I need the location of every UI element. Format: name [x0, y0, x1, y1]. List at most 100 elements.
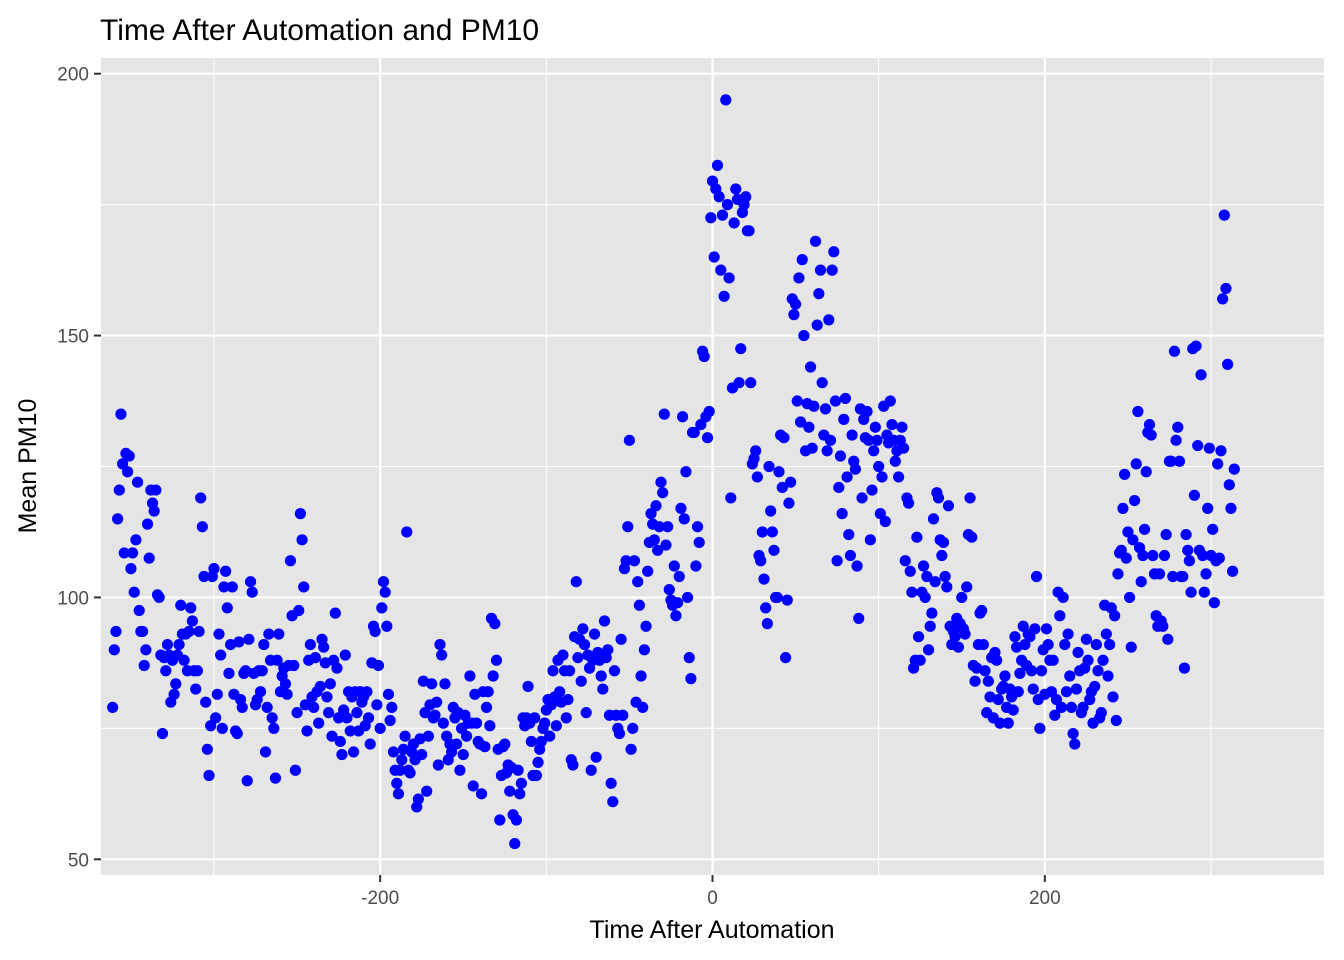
data-point	[211, 688, 223, 700]
data-point	[381, 620, 393, 632]
data-point	[254, 686, 267, 698]
data-point	[470, 717, 483, 729]
data-point	[897, 442, 910, 454]
data-point	[884, 395, 896, 407]
data-point	[173, 638, 185, 651]
data-point	[150, 484, 162, 496]
data-point	[652, 544, 664, 556]
data-point	[740, 191, 752, 203]
data-point	[256, 665, 268, 677]
data-point	[512, 764, 524, 776]
data-point	[1145, 429, 1157, 441]
data-point	[1102, 670, 1114, 682]
data-point	[1223, 479, 1235, 491]
data-point	[271, 654, 283, 666]
data-point	[873, 460, 885, 473]
data-point	[1040, 623, 1053, 635]
data-point	[210, 712, 222, 724]
data-point	[190, 683, 202, 695]
data-point	[361, 686, 373, 698]
data-point	[246, 586, 258, 598]
data-point	[961, 581, 973, 593]
data-point	[982, 675, 994, 687]
data-point	[992, 693, 1004, 706]
data-point	[1182, 544, 1194, 556]
data-point	[821, 445, 833, 457]
data-point	[243, 633, 255, 645]
data-point	[991, 654, 1003, 666]
data-point	[263, 628, 275, 640]
data-point	[620, 555, 632, 567]
data-point	[733, 377, 745, 389]
data-point	[680, 466, 692, 478]
data-point	[382, 688, 395, 700]
chart-title: Time After Automation and PM10	[100, 14, 539, 47]
data-point	[833, 481, 845, 494]
data-point	[688, 426, 700, 439]
data-point	[499, 738, 511, 750]
x-axis-ticks: -200 0 200	[361, 875, 1061, 909]
data-point	[977, 638, 989, 651]
data-point	[143, 552, 155, 564]
data-point	[1047, 654, 1059, 666]
data-point	[273, 628, 285, 640]
data-point	[344, 725, 356, 737]
data-point	[341, 712, 353, 724]
data-point	[1120, 552, 1132, 564]
data-point	[185, 602, 197, 614]
data-point	[921, 570, 933, 583]
data-point	[284, 555, 297, 567]
data-point	[781, 594, 793, 606]
data-point	[765, 505, 777, 517]
data-point	[1220, 282, 1232, 295]
data-point	[956, 591, 968, 604]
data-point	[856, 492, 868, 504]
data-point	[1167, 570, 1179, 583]
data-point	[557, 649, 569, 661]
data-point	[588, 628, 601, 640]
data-point	[831, 555, 843, 567]
data-point	[1200, 568, 1212, 580]
data-point	[627, 722, 639, 734]
data-point	[693, 536, 705, 549]
data-point	[160, 665, 172, 677]
data-point	[480, 701, 493, 714]
data-point	[863, 434, 875, 446]
data-point	[140, 644, 152, 656]
data-point	[208, 563, 220, 575]
data-point	[451, 738, 463, 750]
data-point	[387, 746, 400, 758]
data-point	[1027, 683, 1039, 695]
data-point	[657, 487, 669, 499]
data-point	[1197, 549, 1209, 562]
data-point	[1173, 455, 1186, 467]
data-point	[323, 707, 335, 719]
data-point	[824, 434, 837, 446]
data-point	[213, 628, 225, 640]
data-point	[153, 591, 165, 604]
data-point	[220, 565, 232, 577]
data-point	[761, 618, 773, 630]
data-point	[113, 484, 125, 496]
data-point	[1170, 434, 1182, 446]
data-point	[794, 416, 807, 428]
data-point	[622, 521, 634, 533]
data-point	[685, 673, 697, 685]
data-point	[578, 638, 591, 651]
data-point	[1127, 534, 1139, 546]
data-point	[929, 576, 941, 588]
data-point	[376, 602, 388, 614]
data-point	[851, 560, 863, 572]
data-point	[494, 814, 506, 826]
data-point	[1112, 568, 1124, 580]
data-point	[148, 505, 160, 517]
data-point	[1059, 638, 1071, 651]
data-point	[1130, 458, 1142, 470]
data-point	[429, 709, 441, 721]
data-point	[279, 678, 292, 690]
data-point	[585, 764, 597, 776]
data-point	[1140, 466, 1152, 478]
data-point	[691, 521, 704, 533]
data-point	[1215, 445, 1227, 457]
data-point	[1160, 528, 1172, 541]
